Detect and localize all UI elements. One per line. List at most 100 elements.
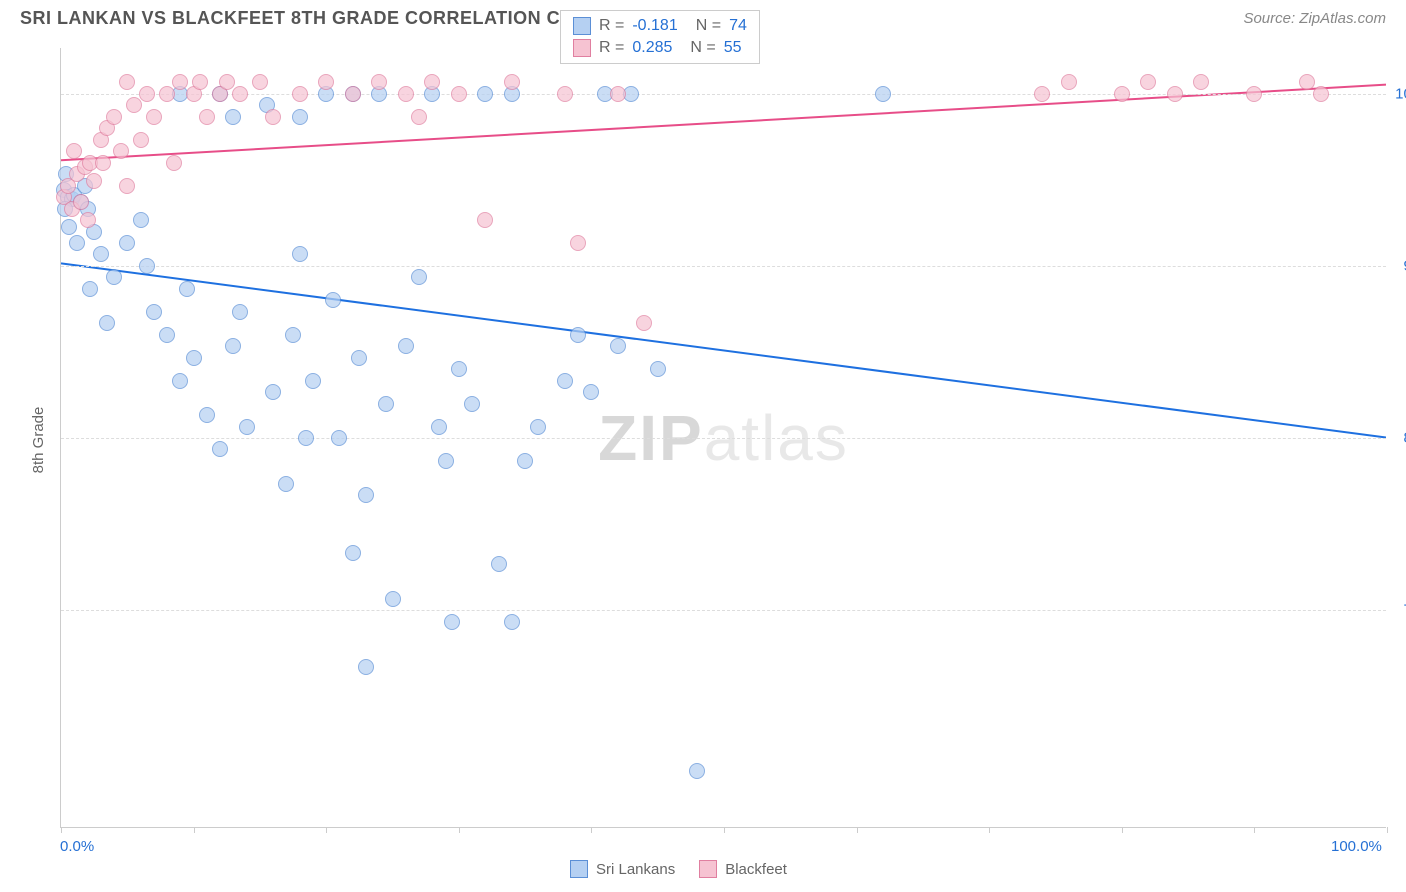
data-point (438, 453, 454, 469)
ytick-label: 85.0% (1391, 430, 1406, 447)
data-point (192, 74, 208, 90)
data-point (650, 361, 666, 377)
data-point (325, 292, 341, 308)
data-point (66, 143, 82, 159)
stats-n-label: N = (690, 39, 715, 57)
xtick (591, 827, 592, 833)
stats-row: R = 0.285 N = 55 (573, 37, 747, 59)
data-point (146, 304, 162, 320)
trend-line (61, 85, 1386, 161)
xtick (326, 827, 327, 833)
chart-source: Source: ZipAtlas.com (1243, 10, 1386, 27)
data-point (1061, 74, 1077, 90)
xtick (1254, 827, 1255, 833)
data-point (133, 212, 149, 228)
stats-r-value: 0.285 (632, 39, 672, 57)
data-point (219, 74, 235, 90)
gridline (61, 610, 1386, 611)
data-point (444, 614, 460, 630)
data-point (875, 86, 891, 102)
data-point (517, 453, 533, 469)
xtick (857, 827, 858, 833)
data-point (106, 269, 122, 285)
data-point (610, 338, 626, 354)
stats-r-value: -0.181 (632, 17, 677, 35)
scatter-chart: ZIPatlas 100.0%92.5%85.0%77.5% (60, 48, 1386, 828)
data-point (557, 86, 573, 102)
xtick (61, 827, 62, 833)
stats-row: R =-0.181N =74 (573, 15, 747, 37)
data-point (583, 384, 599, 400)
ytick-label: 92.5% (1391, 257, 1406, 274)
legend-item: Sri Lankans (570, 860, 675, 878)
data-point (491, 556, 507, 572)
data-point (139, 86, 155, 102)
data-point (119, 74, 135, 90)
data-point (504, 74, 520, 90)
data-point (61, 219, 77, 235)
series-legend: Sri Lankans Blackfeet (570, 860, 787, 878)
data-point (398, 86, 414, 102)
xaxis-label: 0.0% (60, 838, 94, 855)
data-point (126, 97, 142, 113)
data-point (557, 373, 573, 389)
data-point (95, 155, 111, 171)
data-point (424, 74, 440, 90)
data-point (232, 86, 248, 102)
data-point (530, 419, 546, 435)
data-point (431, 419, 447, 435)
data-point (292, 86, 308, 102)
xtick (194, 827, 195, 833)
data-point (285, 327, 301, 343)
data-point (179, 281, 195, 297)
data-point (451, 361, 467, 377)
xtick (1122, 827, 1123, 833)
data-point (1167, 86, 1183, 102)
data-point (411, 109, 427, 125)
data-point (1246, 86, 1262, 102)
data-point (610, 86, 626, 102)
data-point (570, 327, 586, 343)
data-point (378, 396, 394, 412)
legend-swatch (570, 860, 588, 878)
stats-legend: R =-0.181N =74 R = 0.285 N = 55 (560, 10, 760, 64)
data-point (385, 591, 401, 607)
stats-n-value: 55 (724, 39, 742, 57)
legend-swatch (573, 17, 591, 35)
data-point (133, 132, 149, 148)
data-point (113, 143, 129, 159)
data-point (80, 212, 96, 228)
data-point (1034, 86, 1050, 102)
data-point (504, 614, 520, 630)
data-point (239, 419, 255, 435)
data-point (172, 373, 188, 389)
data-point (371, 74, 387, 90)
chart-title: SRI LANKAN VS BLACKFEET 8TH GRADE CORREL… (20, 8, 612, 29)
data-point (411, 269, 427, 285)
data-point (119, 178, 135, 194)
legend-item: Blackfeet (699, 860, 787, 878)
data-point (398, 338, 414, 354)
stats-r-label: R = (599, 39, 624, 57)
legend-label: Sri Lankans (596, 861, 675, 878)
stats-n-value: 74 (729, 17, 747, 35)
data-point (199, 109, 215, 125)
data-point (1193, 74, 1209, 90)
data-point (186, 350, 202, 366)
gridline (61, 94, 1386, 95)
data-point (292, 109, 308, 125)
data-point (106, 109, 122, 125)
xaxis-label: 100.0% (1331, 838, 1382, 855)
data-point (298, 430, 314, 446)
data-point (477, 86, 493, 102)
data-point (265, 384, 281, 400)
data-point (252, 74, 268, 90)
data-point (212, 441, 228, 457)
data-point (1140, 74, 1156, 90)
data-point (292, 246, 308, 262)
data-point (86, 173, 102, 189)
legend-label: Blackfeet (725, 861, 787, 878)
data-point (69, 235, 85, 251)
data-point (139, 258, 155, 274)
data-point (99, 315, 115, 331)
